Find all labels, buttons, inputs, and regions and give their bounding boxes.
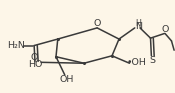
Text: O: O <box>31 53 38 61</box>
Text: O: O <box>162 25 169 33</box>
Text: H: H <box>136 19 142 28</box>
Text: OH: OH <box>59 76 74 84</box>
Text: N: N <box>135 22 142 31</box>
Text: H₂N: H₂N <box>7 41 25 50</box>
Text: O: O <box>94 19 101 28</box>
Text: S: S <box>150 56 156 65</box>
Text: HO: HO <box>28 60 42 69</box>
Text: •OH: •OH <box>127 58 146 67</box>
